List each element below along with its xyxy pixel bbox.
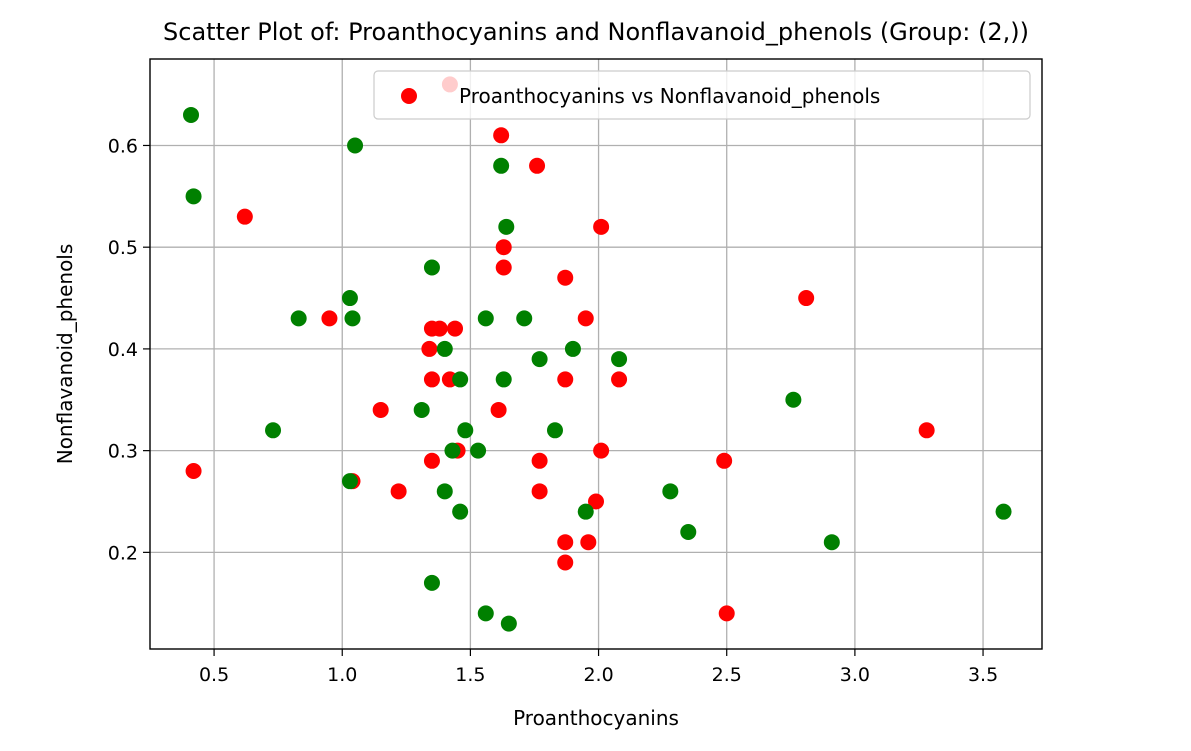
red-point (531, 452, 548, 469)
green-point (341, 290, 358, 307)
plot-frame (149, 58, 1043, 650)
red-point (529, 157, 546, 174)
red-point (390, 483, 407, 500)
red-point (593, 218, 610, 235)
green-point (413, 401, 430, 418)
legend-box (373, 70, 1031, 120)
grid-lines (150, 59, 1042, 649)
green-point (423, 574, 440, 591)
green-point (290, 310, 307, 327)
red-point (531, 483, 548, 500)
y-tick-label: 0.2 (108, 542, 138, 564)
red-point (577, 310, 594, 327)
red-point (716, 452, 733, 469)
green-point (546, 422, 563, 439)
red-point (588, 493, 604, 510)
red-point (495, 259, 512, 276)
green-point (995, 503, 1012, 520)
green-point (785, 391, 802, 408)
legend-marker (401, 88, 417, 104)
green-point (470, 442, 487, 459)
x-tick-label: 1.0 (327, 664, 357, 686)
red-point (495, 239, 512, 256)
legend: Proanthocyanins vs Nonflavanoid_phenols (373, 70, 1031, 120)
chart-title: Scatter Plot of: Proanthocyanins and Non… (163, 18, 1029, 46)
green-point (477, 310, 494, 327)
red-point (918, 422, 935, 439)
red-point (557, 371, 574, 388)
red-point (236, 208, 253, 225)
green-point (444, 442, 461, 459)
y-tick-label: 0.4 (108, 339, 138, 361)
legend-label: Proanthocyanins vs Nonflavanoid_phenols (459, 84, 880, 108)
y-tick-label: 0.5 (108, 237, 138, 259)
red-point (493, 127, 510, 144)
x-tick-label: 2.0 (583, 664, 613, 686)
y-axis-label: Nonflavanoid_phenols (53, 244, 77, 465)
green-point (183, 106, 200, 123)
green-point (680, 524, 697, 541)
red-point (423, 371, 440, 388)
green-point (452, 371, 469, 388)
red-point (490, 401, 507, 418)
red-point (372, 401, 389, 418)
x-tick-label: 2.5 (712, 664, 742, 686)
green-point (185, 188, 202, 205)
x-tick-label: 3.0 (840, 664, 870, 686)
red-point (423, 452, 440, 469)
y-tick-label: 0.6 (108, 135, 138, 157)
green-point (344, 310, 361, 327)
green-point (516, 310, 533, 327)
green-point (452, 503, 469, 520)
green-point (436, 483, 453, 500)
x-axis-label: Proanthocyanins (513, 706, 679, 730)
red-point (718, 605, 735, 622)
green-point (493, 157, 510, 174)
red-point (557, 534, 574, 551)
green-point (577, 503, 594, 520)
green-point (477, 605, 494, 622)
x-tick-label: 3.5 (968, 664, 998, 686)
red-point (421, 340, 438, 357)
y-tick-label: 0.3 (108, 441, 138, 463)
red-point (798, 290, 815, 307)
red-point (431, 320, 448, 337)
green-point (265, 422, 282, 439)
green-point (341, 473, 358, 490)
green-point (564, 340, 581, 357)
x-tick-label: 0.5 (199, 664, 229, 686)
green-point (423, 259, 440, 276)
green-point (436, 340, 453, 357)
green-point (498, 218, 515, 235)
red-point (611, 371, 628, 388)
x-tick-label: 1.5 (455, 664, 485, 686)
red-point (557, 269, 574, 286)
red-point (321, 310, 338, 327)
green-point (347, 137, 364, 154)
red-point (593, 442, 610, 459)
green-point (495, 371, 512, 388)
green-point (500, 615, 517, 632)
green-point (531, 351, 548, 368)
red-point (447, 320, 464, 337)
green-point (611, 351, 628, 368)
green-point (457, 422, 474, 439)
red-point (557, 554, 574, 571)
green-point (662, 483, 679, 500)
data-points (183, 76, 1012, 632)
green-point (823, 534, 840, 551)
red-point (580, 534, 597, 551)
red-point (185, 462, 202, 479)
axis-ticks: 0.5 1.0 1.5 2.0 2.5 3.0 3.5 0.2 0.3 0.4 0.5 0.6 (108, 135, 998, 686)
